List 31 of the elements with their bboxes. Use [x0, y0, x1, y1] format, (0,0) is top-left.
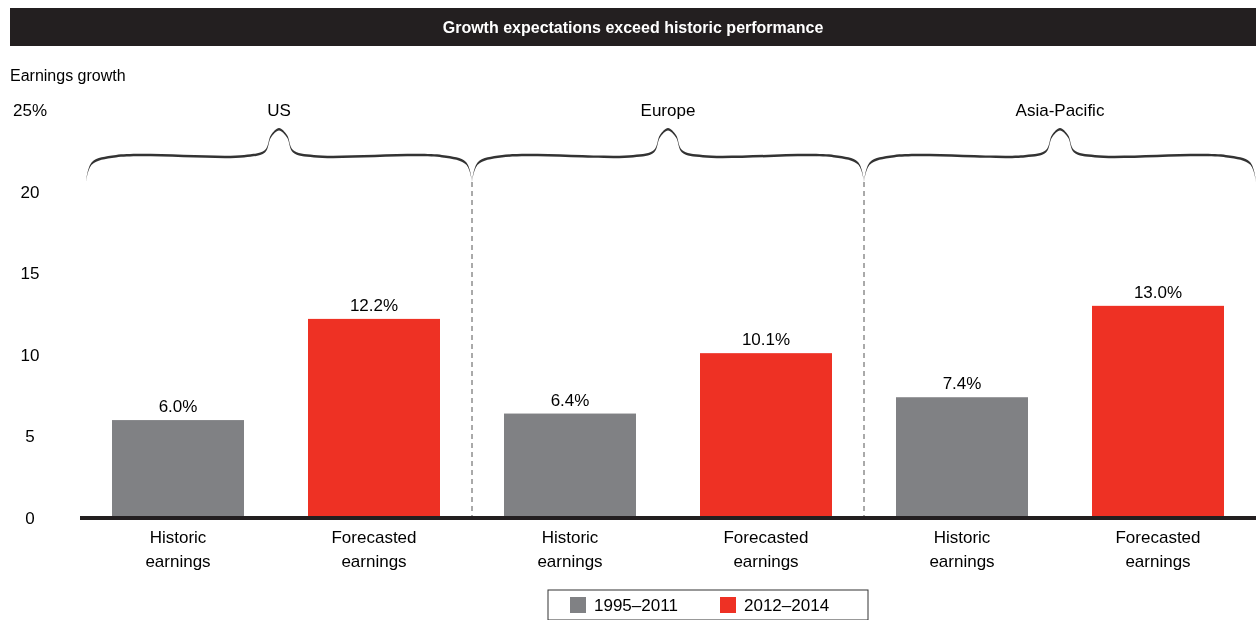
y-tick-label: 25%	[12, 100, 48, 120]
x-tick-label: Forecasted earnings	[723, 528, 809, 571]
annotation: Asia-Pacific	[1015, 100, 1105, 120]
annotation: US	[267, 100, 291, 120]
data-label: 6.4%	[550, 390, 590, 410]
annotation: Europe	[640, 100, 696, 120]
data-label: 10.1%	[741, 330, 791, 350]
x-tick-label: Forecasted earnings	[331, 528, 417, 571]
y-axis-title: Earnings growth	[10, 67, 126, 84]
x-tick-label: Historic earnings	[537, 528, 603, 571]
x-tick-label: Forecasted earnings	[1115, 528, 1201, 571]
bar	[896, 397, 1028, 518]
bar	[112, 420, 244, 518]
y-tick-label: 15	[20, 264, 40, 284]
y-tick-label: 20	[20, 182, 40, 202]
y-tick-label: 5	[25, 427, 35, 447]
y-tick-label: 10	[20, 345, 40, 365]
x-tick-label: Historic earnings	[145, 528, 211, 571]
legend-label: 2012–2014	[744, 596, 830, 615]
y-tick-label: 0	[25, 508, 35, 528]
bar	[700, 353, 832, 518]
data-label: 13.0%	[1133, 282, 1183, 302]
data-label: 7.4%	[942, 374, 982, 394]
data-label: 6.0%	[158, 397, 198, 417]
chart-title: Growth expectations exceed historic performance	[442, 19, 824, 36]
bar	[504, 413, 636, 518]
legend-label: 1995–2011	[594, 596, 678, 615]
data-label: 12.2%	[349, 295, 399, 315]
bar	[1092, 305, 1224, 518]
x-tick-label: Historic earnings	[929, 528, 995, 571]
bar	[308, 318, 440, 518]
